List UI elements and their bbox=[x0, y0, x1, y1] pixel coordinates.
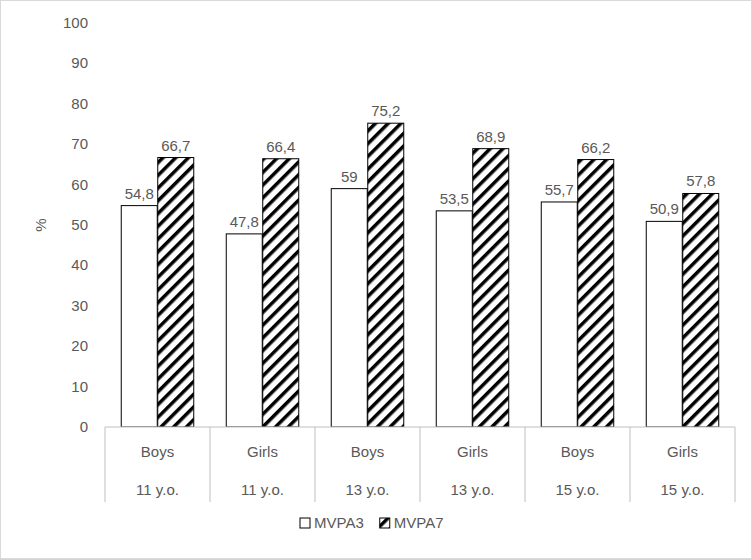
category-separator bbox=[315, 427, 316, 502]
data-label: 68,9 bbox=[476, 128, 505, 145]
data-label: 75,2 bbox=[371, 102, 400, 119]
y-tick-label: 20 bbox=[71, 337, 88, 354]
data-label: 66,7 bbox=[161, 137, 190, 154]
y-tick-label: 30 bbox=[71, 297, 88, 314]
bar bbox=[226, 234, 262, 427]
y-tick bbox=[101, 305, 105, 306]
bar bbox=[473, 149, 509, 427]
legend-label: MVPA7 bbox=[394, 514, 444, 531]
data-label: 53,5 bbox=[440, 190, 469, 207]
category-separator bbox=[210, 427, 211, 502]
x-tick-label: Girls bbox=[457, 443, 488, 460]
category-separator bbox=[735, 427, 736, 502]
y-tick-label: 80 bbox=[71, 95, 88, 112]
y-tick-label: 10 bbox=[71, 378, 88, 395]
data-label: 57,8 bbox=[686, 172, 715, 189]
category-separator bbox=[630, 427, 631, 502]
y-tick-label: 90 bbox=[71, 54, 88, 71]
data-labels: 54,8 47,8 59 53,5 55,7 50,9 66,7 66,4 75,2 68,9 66… bbox=[125, 102, 716, 230]
y-axis-label: % bbox=[32, 218, 49, 231]
data-label: 54,8 bbox=[125, 185, 154, 202]
chart-border bbox=[1, 1, 752, 559]
x-tick-label: Boys bbox=[141, 443, 174, 460]
bar bbox=[121, 206, 157, 427]
y-tick bbox=[101, 427, 105, 428]
bar bbox=[541, 202, 577, 427]
data-label: 55,7 bbox=[545, 181, 574, 198]
category-separator bbox=[420, 427, 421, 502]
chart: 0 10 20 30 40 50 60 70 80 90 100% 54,8 47,8 59 53,5 55,… bbox=[0, 0, 752, 559]
data-label: 66,4 bbox=[266, 138, 295, 155]
x-group-label: 15 y.o. bbox=[661, 481, 705, 498]
bar bbox=[263, 159, 299, 427]
y-tick bbox=[101, 23, 105, 24]
data-label: 66,2 bbox=[581, 139, 610, 156]
x-tick-label: Boys bbox=[351, 443, 384, 460]
x-group-label: 11 y.o. bbox=[241, 481, 284, 498]
y-tick bbox=[101, 63, 105, 64]
data-label: 47,8 bbox=[230, 213, 259, 230]
y-tick-label: 50 bbox=[71, 216, 88, 233]
y-tick-label: 40 bbox=[71, 256, 88, 273]
x-group-label: 11 y.o. bbox=[136, 481, 179, 498]
y-tick bbox=[101, 144, 105, 145]
y-tick-label: 0 bbox=[80, 418, 88, 435]
y-tick-label: 100 bbox=[63, 14, 88, 31]
y-tick bbox=[101, 103, 105, 104]
data-label: 59 bbox=[341, 168, 358, 185]
category-separator bbox=[525, 427, 526, 502]
bar bbox=[158, 158, 194, 427]
legend-swatch bbox=[300, 518, 310, 528]
y-tick bbox=[101, 184, 105, 185]
bar bbox=[683, 193, 719, 427]
x-tick-label: Boys bbox=[561, 443, 594, 460]
y-tick bbox=[101, 386, 105, 387]
x-tick-label: Girls bbox=[667, 443, 698, 460]
bar bbox=[368, 123, 404, 427]
x-group-label: 15 y.o. bbox=[556, 481, 600, 498]
legend-label: MVPA3 bbox=[314, 514, 364, 531]
legend: MVPA3 MVPA7 bbox=[300, 514, 444, 531]
y-tick-label: 70 bbox=[71, 135, 88, 152]
y-tick bbox=[101, 225, 105, 226]
bar bbox=[436, 211, 472, 427]
x-group-label: 13 y.o. bbox=[451, 481, 495, 498]
bar bbox=[331, 189, 367, 427]
x-tick-label: Girls bbox=[247, 443, 278, 460]
x-group-label: 13 y.o. bbox=[346, 481, 390, 498]
y-tick-label: 60 bbox=[71, 176, 88, 193]
category-separator bbox=[105, 427, 106, 502]
bars bbox=[121, 123, 719, 427]
y-tick bbox=[101, 346, 105, 347]
y-tick bbox=[101, 265, 105, 266]
data-label: 50,9 bbox=[650, 200, 679, 217]
bar bbox=[578, 160, 614, 427]
legend-swatch bbox=[380, 518, 390, 528]
bar bbox=[646, 221, 682, 427]
